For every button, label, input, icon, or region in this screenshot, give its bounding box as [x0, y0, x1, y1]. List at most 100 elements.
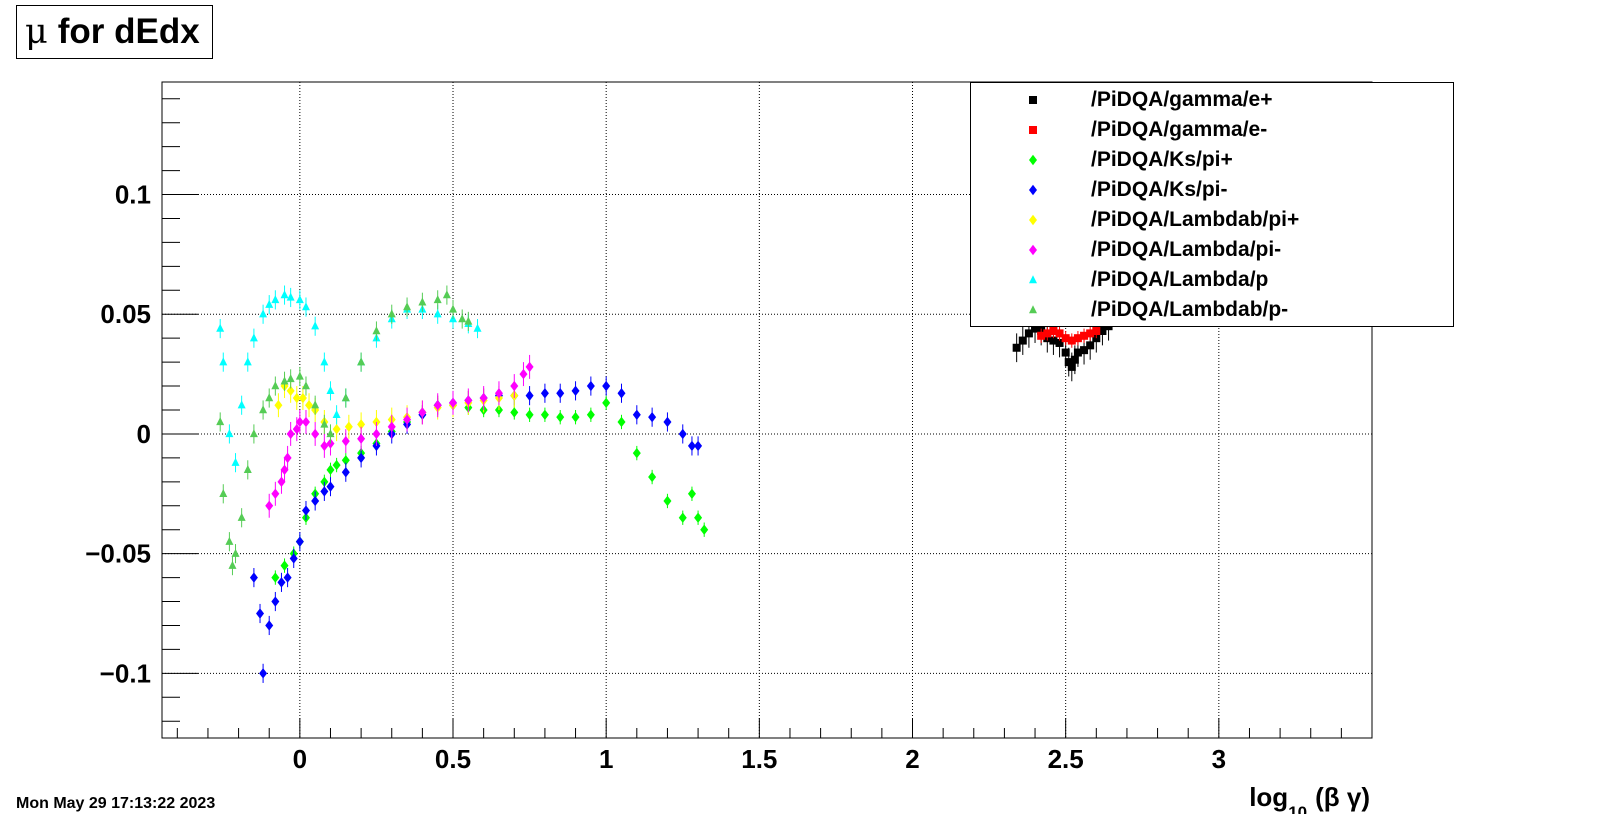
- data-point: [332, 423, 341, 435]
- data-point: [694, 440, 703, 452]
- legend-entry: /PiDQA/gamma/e-: [971, 115, 1453, 145]
- data-point: [1070, 355, 1079, 364]
- data-point: [249, 333, 258, 342]
- data-point: [387, 421, 396, 432]
- data-point: [259, 405, 268, 414]
- data-point: [1092, 326, 1101, 335]
- data-point: [286, 428, 295, 440]
- data-point: [357, 433, 366, 444]
- data-point: [305, 400, 314, 411]
- data-point: [418, 407, 427, 418]
- legend: /PiDQA/gamma/e+ /PiDQA/gamma/e- /PiDQA/Ks/…: [970, 82, 1454, 327]
- legend-entry: /PiDQA/gamma/e+: [971, 85, 1453, 115]
- data-point: [295, 416, 304, 428]
- data-point: [433, 295, 442, 304]
- data-points: [216, 285, 1113, 683]
- data-point: [372, 326, 381, 335]
- data-point: [280, 464, 289, 476]
- data-point: [525, 409, 534, 420]
- data-point: [295, 371, 304, 380]
- data-point: [1031, 324, 1040, 333]
- data-point: [648, 471, 657, 483]
- data-point: [449, 397, 458, 409]
- legend-label: /PiDQA/Lambdab/p-: [1091, 298, 1289, 321]
- x-tick-label: 3: [1212, 744, 1226, 774]
- legend-marker-shape: [1029, 275, 1037, 284]
- data-point: [341, 467, 350, 478]
- legend-marker-shape: [1029, 244, 1037, 256]
- data-point: [525, 390, 534, 401]
- data-point: [1064, 358, 1073, 367]
- data-point: [341, 455, 350, 466]
- data-point: [449, 304, 458, 313]
- data-point: [225, 536, 234, 545]
- data-point: [687, 440, 696, 452]
- data-point: [265, 299, 274, 308]
- data-point: [301, 416, 310, 428]
- legend-marker-shape: [1029, 96, 1037, 104]
- data-point: [525, 361, 534, 373]
- data-point: [479, 392, 488, 404]
- data-point: [403, 414, 412, 425]
- data-point: [237, 400, 246, 409]
- data-point: [510, 380, 519, 392]
- data-point: [341, 393, 350, 402]
- data-point: [280, 560, 289, 571]
- data-point: [320, 419, 329, 428]
- data-point: [387, 309, 396, 318]
- data-point: [1055, 338, 1064, 347]
- data-point: [286, 385, 295, 397]
- x-tick-label: 0.5: [435, 744, 471, 774]
- data-point: [1043, 329, 1052, 338]
- data-point: [286, 374, 295, 383]
- data-point: [540, 409, 549, 420]
- legend-label: /PiDQA/Lambda/p: [1091, 268, 1269, 291]
- legend-label: /PiDQA/Ks/pi-: [1091, 178, 1228, 201]
- data-point: [311, 321, 320, 330]
- legend-entry: /PiDQA/Lambda/pi-: [971, 235, 1453, 265]
- data-point: [231, 457, 240, 466]
- data-point: [341, 435, 350, 447]
- data-point: [433, 400, 442, 411]
- legend-marker: [1029, 96, 1037, 104]
- x-tick-label: 1: [599, 744, 613, 774]
- data-point: [344, 421, 353, 432]
- data-point: [632, 447, 641, 459]
- data-point: [1098, 326, 1107, 335]
- legend-label: /PiDQA/gamma/e-: [1091, 118, 1268, 141]
- legend-marker: [1029, 154, 1037, 166]
- data-point: [663, 416, 672, 428]
- y-tick-label: −0.05: [85, 539, 151, 569]
- data-point: [265, 620, 274, 631]
- x-tick-label: 2: [905, 744, 919, 774]
- x-tick-label: 1.5: [741, 744, 777, 774]
- data-point: [494, 388, 503, 399]
- timestamp: Mon May 29 17:13:22 2023: [16, 795, 216, 812]
- data-point: [586, 380, 595, 392]
- legend-marker: [1029, 244, 1037, 256]
- data-point: [301, 381, 310, 390]
- data-point: [540, 388, 549, 399]
- data-point: [271, 381, 280, 390]
- data-point: [298, 392, 307, 404]
- data-point: [320, 486, 329, 497]
- data-point: [283, 572, 292, 583]
- data-point: [1049, 326, 1058, 335]
- data-point: [249, 429, 258, 438]
- data-point: [571, 385, 580, 397]
- data-point: [571, 411, 580, 423]
- data-point: [464, 316, 473, 325]
- data-point: [249, 572, 258, 583]
- title-text: for dEdx: [57, 12, 200, 51]
- data-point: [283, 452, 292, 464]
- data-point: [280, 290, 289, 299]
- data-point: [326, 464, 335, 476]
- data-point: [216, 323, 225, 332]
- legend-marker: [1029, 305, 1037, 314]
- data-point: [433, 309, 442, 318]
- data-point: [216, 417, 225, 426]
- data-point: [1086, 329, 1095, 338]
- data-point: [256, 608, 265, 619]
- data-point: [1024, 329, 1033, 338]
